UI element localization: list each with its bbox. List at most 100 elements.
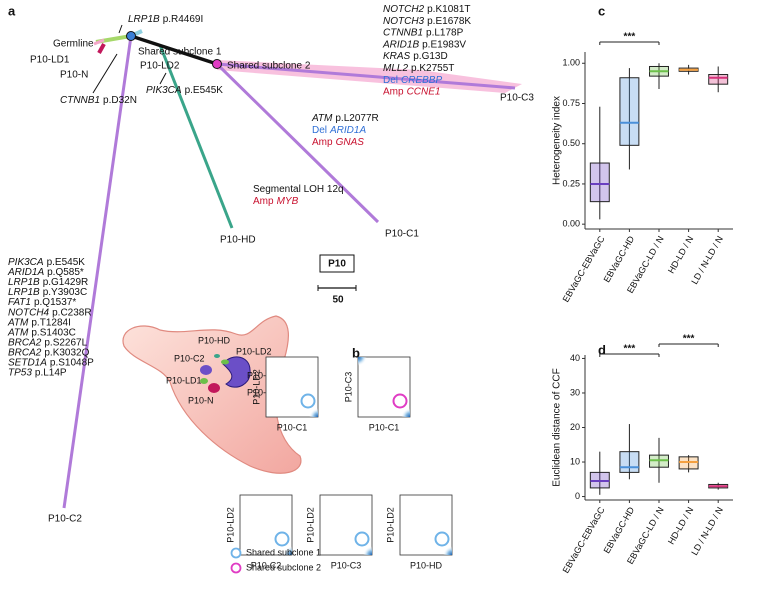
mutation-text: Segmental LOH 12q — [253, 184, 344, 195]
change: p.K1081T — [427, 4, 470, 15]
y-tick-label: 0.25 — [562, 178, 580, 188]
gene: ATM — [7, 317, 29, 328]
panel-label: b — [352, 345, 360, 360]
mutation: FAT1 p.Q1537* — [8, 297, 76, 308]
node-label: P10-N — [60, 70, 88, 81]
mutation: Segmental LOH 12q — [253, 184, 344, 195]
mutation: Del CREBBP — [383, 74, 442, 85]
change: p.Q1537* — [34, 297, 76, 308]
event: Del — [383, 74, 398, 85]
stomach-illustration — [122, 315, 302, 474]
mutation: PIK3CA p.E545K — [8, 257, 85, 268]
branch — [62, 35, 133, 509]
gene: TP53 — [8, 367, 32, 378]
tumor — [221, 359, 229, 365]
subclone-ring — [354, 531, 370, 547]
x-tick-label: HD-LD / N — [666, 505, 695, 546]
change: p.S2267L — [44, 337, 87, 348]
tumor — [222, 356, 251, 388]
gene: CCNE1 — [407, 86, 441, 97]
mutation: CTNNB1 p.D32N — [60, 95, 137, 106]
stomach — [122, 315, 302, 474]
y-tick-label: 0.50 — [562, 138, 580, 148]
y-tick-label: 0 — [575, 491, 580, 501]
arrow — [92, 53, 118, 94]
mutation: NOTCH2 p.K1081T — [383, 4, 471, 15]
change: p.C238R — [52, 307, 91, 318]
gene: LRP1B — [8, 277, 40, 288]
legend-swatch — [230, 562, 242, 574]
subclone-ring — [392, 393, 408, 409]
change: p.K2755T — [411, 63, 454, 74]
gene: FAT1 — [8, 297, 31, 308]
region-label: P10-C3 — [247, 387, 278, 397]
y-tick-label: 0.75 — [562, 98, 580, 108]
box — [619, 451, 640, 473]
tumor — [200, 378, 208, 384]
gene: PIK3CA — [146, 85, 182, 96]
gene: LRP1B — [128, 14, 160, 25]
change: p.E545K — [47, 257, 86, 268]
mutation: Amp MYB — [253, 196, 299, 207]
subclone-node — [212, 59, 222, 69]
y-tick-label: 20 — [570, 422, 580, 432]
gene: MYB — [277, 196, 299, 207]
gene: NOTCH4 — [8, 307, 50, 318]
x-tick-label: EBVaGC-EBVaGC — [561, 505, 607, 575]
significance-label: *** — [624, 344, 636, 355]
axis-label: P10-C3 — [343, 372, 353, 403]
change: p.Y3903C — [43, 287, 87, 298]
branch — [216, 62, 516, 90]
legend-label: Shared subclone 2 — [246, 562, 321, 572]
gene: ARID1A — [329, 125, 366, 136]
change: p.R4469I — [163, 14, 204, 25]
gene: BRCA2 — [8, 347, 42, 358]
arrow — [118, 24, 123, 34]
node-label: Shared subclone 2 — [227, 61, 311, 72]
node-label: P10-C2 — [48, 514, 82, 525]
change: p.E545K — [185, 85, 224, 96]
branch — [93, 38, 105, 46]
node-label: P10-C3 — [500, 93, 534, 104]
phylogenetic-tree — [62, 24, 522, 509]
y-tick-label: 10 — [570, 456, 580, 466]
mutation: ATM p.L2077R — [311, 113, 379, 124]
gene: CREBBP — [401, 74, 442, 85]
event: Amp — [312, 137, 333, 148]
gene: ARID1A — [7, 267, 44, 278]
gene: LRP1B — [8, 287, 40, 298]
branch — [97, 43, 106, 54]
mutation: LRP1B p.R4469I — [128, 14, 203, 25]
trunk — [130, 34, 218, 66]
branch — [158, 44, 234, 229]
gene: KRAS — [383, 51, 411, 62]
change: p.T1284I — [31, 317, 70, 328]
panel-label: d — [598, 342, 606, 357]
mutation: LRP1B p.Y3903C — [8, 287, 87, 298]
subclone-ring — [300, 393, 316, 409]
gene: ATM — [7, 327, 29, 338]
mutation: KRAS p.G13D — [383, 51, 448, 62]
mutation: ARID1A p.Q585* — [7, 267, 84, 278]
change: p.S1048P — [50, 357, 94, 368]
mutation: BRCA2 p.K3032Q — [8, 347, 90, 358]
region-label: P10-LD2 — [236, 346, 272, 356]
subclone-ring — [434, 531, 450, 547]
mutation: BRCA2 p.S2267L — [8, 337, 88, 348]
gene: BRCA2 — [8, 337, 42, 348]
y-tick-label: 1.00 — [562, 58, 580, 68]
axis-label: P10-C1 — [277, 422, 308, 432]
y-tick-label: 0.00 — [562, 219, 580, 229]
gene: NOTCH2 — [383, 4, 425, 15]
region-label: P10-C1 — [247, 370, 278, 380]
mutation: SETD1A p.S1048P — [8, 357, 94, 368]
legend-swatch — [230, 547, 242, 559]
patient-box — [319, 254, 355, 273]
mutation: Amp CCNE1 — [383, 86, 440, 97]
tumor — [208, 383, 220, 393]
event: Del — [312, 125, 327, 136]
y-axis-title: Euclidean distance of CCF — [552, 368, 563, 486]
box — [619, 77, 640, 146]
mutation: LRP1B p.G1429R — [8, 277, 88, 288]
